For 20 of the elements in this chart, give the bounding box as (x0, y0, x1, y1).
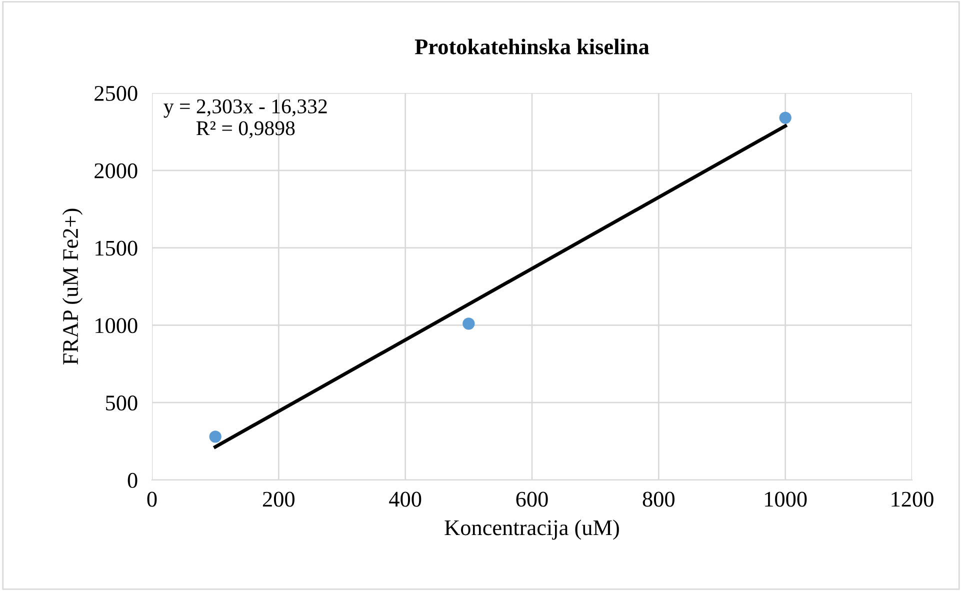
point (209, 430, 222, 443)
y-tick-label: 0 (128, 472, 138, 488)
annotation: y = 2,303x - 16,332 R² = 0,9898 (164, 99, 327, 138)
y-tick-label: 2500 (94, 86, 138, 101)
point (462, 318, 475, 330)
x-tick-label: 400 (389, 492, 422, 507)
x-tick-label: 1000 (765, 492, 807, 507)
x-axis-title: Koncentracija (uM) (444, 520, 619, 540)
y-tick-label: 1000 (96, 318, 138, 334)
y-tick-label: 500 (106, 396, 138, 411)
point (779, 112, 792, 124)
y-tick-label: 1500 (96, 240, 138, 256)
x-tick-label: 1200 (892, 492, 934, 507)
y-tick-label: 2000 (94, 163, 138, 178)
chart-title: Protokatehinska kiselina (414, 38, 650, 54)
x-tick-label: 0 (147, 492, 157, 507)
x-tick-label: 600 (516, 492, 548, 507)
x-tick-label: 200 (262, 492, 294, 507)
x-tick-label: 800 (642, 492, 674, 507)
y-axis-title: FRAP (uM Fe2+) (62, 208, 83, 365)
